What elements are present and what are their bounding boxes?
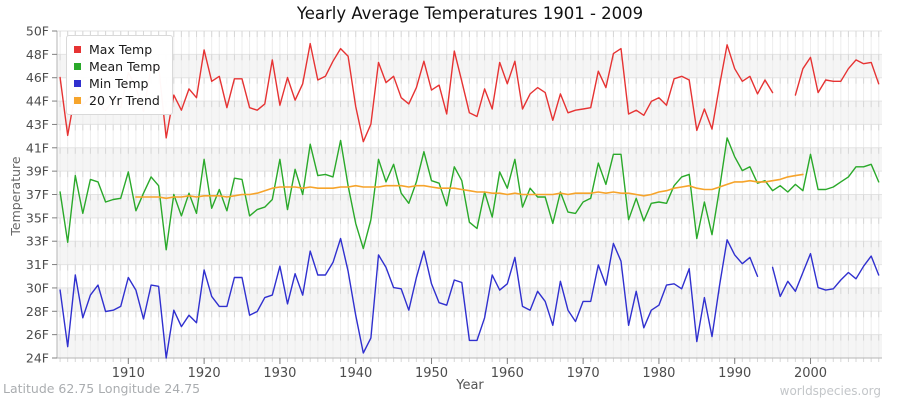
y-axis-title: Temperature <box>8 156 23 236</box>
legend-label-max-temp: Max Temp <box>89 42 153 57</box>
y-tick-label: 28F <box>26 304 49 319</box>
y-tick-label: 50F <box>26 24 49 39</box>
y-tick-label: 43F <box>26 117 49 132</box>
x-tick-label: 1910 <box>112 366 145 381</box>
max-temp-swatch-icon <box>74 46 81 53</box>
series-line-min-temp <box>59 237 759 359</box>
legend-label-min-temp: Min Temp <box>89 76 149 91</box>
y-tick-label: 46F <box>26 70 49 85</box>
x-tick-label: 1940 <box>339 366 372 381</box>
legend-item-20yr-trend: 20 Yr Trend <box>74 92 160 109</box>
x-tick-label: 1920 <box>188 366 221 381</box>
footer-source: worldspecies.org <box>779 384 881 398</box>
series-line-max-temp <box>794 56 880 96</box>
y-tick-label: 33F <box>26 234 49 249</box>
x-tick-label: 1950 <box>415 366 448 381</box>
y-tick-label: 39F <box>26 164 49 179</box>
x-tick-label: 2000 <box>794 366 827 381</box>
y-tick-label: 37F <box>26 187 49 202</box>
x-tick-label: 1960 <box>491 366 524 381</box>
mean-temp-swatch-icon <box>74 63 81 70</box>
series-line-20-yr-trend <box>135 173 804 200</box>
trend-swatch-icon <box>74 97 81 104</box>
y-tick-label: 41F <box>26 140 49 155</box>
footer-coordinates: Latitude 62.75 Longitude 24.75 <box>3 381 201 396</box>
legend: Max Temp Mean Temp Min Temp 20 Yr Trend <box>66 35 174 115</box>
x-tick-label: 1970 <box>567 366 600 381</box>
legend-item-min-temp: Min Temp <box>74 75 160 92</box>
legend-label-20yr-trend: 20 Yr Trend <box>89 93 160 108</box>
series-line-mean-temp <box>59 137 880 251</box>
series-line-max-temp <box>59 42 774 143</box>
y-tick-label: 35F <box>26 210 49 225</box>
y-tick-label: 24F <box>26 351 49 366</box>
y-tick-label: 26F <box>26 327 49 342</box>
series-line-min-temp <box>771 252 880 298</box>
min-temp-swatch-icon <box>74 80 81 87</box>
y-tick-label: 48F <box>26 47 49 62</box>
legend-label-mean-temp: Mean Temp <box>89 59 161 74</box>
legend-item-max-temp: Max Temp <box>74 41 160 58</box>
x-tick-label: 1990 <box>718 366 751 381</box>
legend-item-mean-temp: Mean Temp <box>74 58 160 75</box>
y-tick-label: 30F <box>26 280 49 295</box>
x-tick-label: 1980 <box>642 366 675 381</box>
x-axis-title: Year <box>456 378 484 393</box>
y-tick-label: 44F <box>26 94 49 109</box>
y-tick-label: 31F <box>26 257 49 272</box>
chart-title: Yearly Average Temperatures 1901 - 2009 <box>296 4 644 23</box>
x-tick-label: 1930 <box>263 366 296 381</box>
